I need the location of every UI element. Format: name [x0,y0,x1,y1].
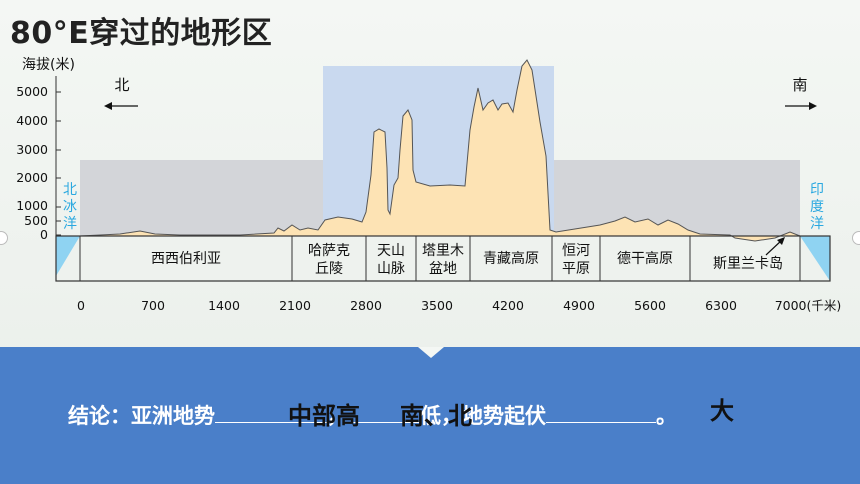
north-label: 北 [114,76,129,94]
region-tianshan-line2: 山脉 [377,261,405,277]
region-ganges-line2: 平原 [562,261,590,277]
indian-ocean [800,236,830,281]
x-tick-label: 7000(千米) [775,298,842,313]
page-title: 80°E穿过的地形区 [10,16,273,51]
region-tibet-plateau: 青藏高原 [483,250,539,267]
x-tick-label: 5600 [634,298,666,313]
x-tick-label: 4200 [492,298,524,313]
x-tick-label: 1400 [208,298,240,313]
right-nav-dot[interactable] [852,231,860,245]
svg-text:洋: 洋 [63,216,77,232]
terrain-profile-diagram: 西西伯利亚 哈萨克 丘陵 天山 山脉 塔里木 盆地 青藏高原 恒河 平原 德干高… [16,57,842,313]
region-tianshan-line1: 天山 [377,243,405,259]
x-tick-label: 2100 [279,298,311,313]
region-kazakh-hills-line1: 哈萨克 [308,243,350,259]
x-tick-label: 3500 [421,298,453,313]
y-tick-label: 4000 [16,113,48,128]
x-tick-label: 2800 [350,298,382,313]
y-tick-label: 5000 [16,84,48,99]
region-box-frame [55,235,831,282]
conclusion-mid: 低，地势起伏 [420,404,546,428]
grey-band-left [80,160,323,236]
arctic-ocean-label: 北 冰 洋 [63,182,77,232]
indian-ocean-label: 印 度 洋 [810,182,824,232]
conclusion-sep: ， [327,404,348,428]
x-tick-label: 700 [141,298,165,313]
south-arrowhead-icon [809,102,817,110]
answer-large: 大 [710,397,734,425]
y-tick-label: 1000 [16,198,48,213]
y-tick-label: 500 [24,213,48,228]
region-deccan-plateau: 德干高原 [617,250,673,267]
terrain-silhouette [79,59,801,242]
answer-central-high: 中部高 [288,402,360,430]
y-tick-label: 0 [40,227,48,242]
x-tick-label: 4900 [563,298,595,313]
answer-south-north: 南、北 [400,402,472,430]
blank-2 [348,400,420,423]
blank-3 [546,400,656,423]
svg-text:洋: 洋 [810,216,824,232]
panel-notch [418,347,444,358]
region-kazakh-hills-line2: 丘陵 [315,261,343,277]
region-west-siberia: 西西伯利亚 [151,251,221,267]
conclusion-prefix: 结论：亚洲地势 [68,404,215,428]
north-arrowhead-icon [104,102,112,110]
y-tick-label: 2000 [16,170,48,185]
svg-text:印: 印 [810,182,824,198]
svg-text:度: 度 [810,199,824,215]
x-tick-label: 0 [77,298,85,313]
south-label: 南 [792,76,807,94]
y-axis-label: 海拔(米) [22,57,75,73]
region-ganges-line1: 恒河 [562,243,590,259]
conclusion-panel [0,347,860,484]
blank-1 [215,400,327,423]
x-tick-label: 6300 [705,298,737,313]
svg-text:北: 北 [63,182,77,198]
arctic-ocean [56,236,80,276]
region-tarim-line1: 塔里木 [422,243,464,259]
region-sri-lanka: 斯里兰卡岛 [713,256,783,272]
conclusion-end: 。 [656,404,677,428]
sri-lanka-pointer-head [777,237,785,245]
region-tarim-line2: 盆地 [429,261,457,277]
conclusion-sentence: 结论：亚洲地势 ， 低，地势起伏 。 [68,400,677,430]
y-tick-label: 3000 [16,142,48,157]
sri-lanka-pointer [765,239,783,256]
svg-text:冰: 冰 [63,199,77,215]
